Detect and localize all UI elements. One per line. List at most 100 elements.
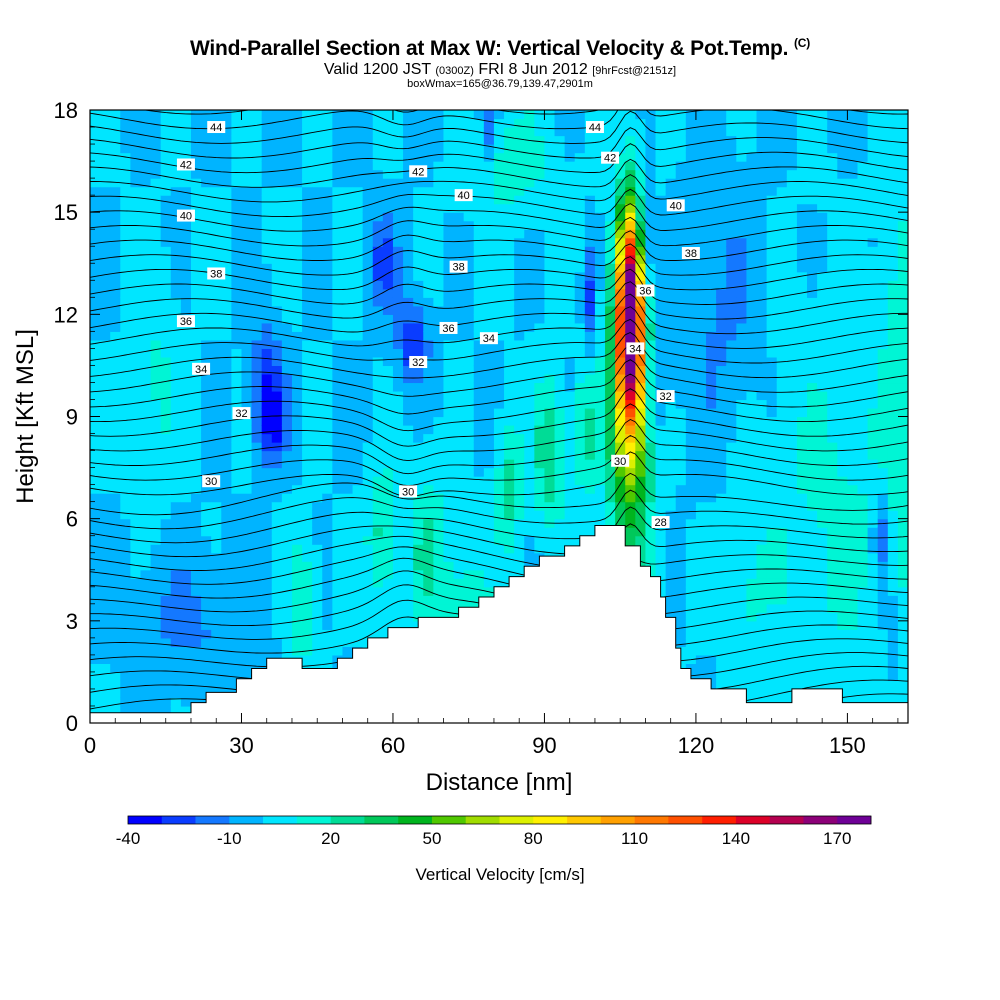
theta-contour-label: 44 [585, 121, 604, 134]
theta-contour-line [90, 535, 908, 571]
theta-contour-label: 30 [399, 485, 418, 498]
colorbar-swatch [668, 816, 703, 824]
theta-contour-label: 34 [479, 332, 498, 345]
theta-contour-line [90, 306, 908, 349]
colorbar-tick-label: -40 [116, 829, 141, 848]
theta-contour-label: 30 [611, 454, 630, 468]
theta-contour-line [90, 489, 908, 530]
theta-contour-label: 42 [601, 151, 620, 165]
colorbar-swatch [600, 816, 635, 824]
theta-contour-line [90, 472, 908, 516]
theta-contour-line [90, 293, 908, 335]
theta-contour-label: 38 [681, 247, 700, 260]
theta-contour-line [90, 243, 908, 276]
y-tick-label: 12 [54, 302, 78, 327]
colorbar-swatch [769, 816, 804, 824]
theta-contour-label: 42 [409, 165, 428, 178]
theta-contour-label: 40 [454, 189, 473, 202]
theta-contour-label: 32 [232, 407, 251, 420]
colorbar-swatch [161, 816, 196, 824]
colorbar-swatch [533, 816, 568, 824]
theta-contour-label: 32 [656, 390, 675, 403]
theta-contours [90, 110, 908, 723]
theta-contour-line [90, 557, 908, 601]
colorbar-swatch [499, 816, 534, 824]
colorbar-swatch [803, 816, 838, 824]
y-tick-label: 9 [66, 405, 78, 430]
theta-contour-label: 40 [666, 199, 685, 212]
theta-contour-label: 38 [207, 267, 226, 280]
theta-contour-label: 36 [176, 315, 195, 328]
colorbar-swatch [567, 816, 602, 824]
theta-contour-line [90, 418, 908, 475]
colorbar-swatch [634, 816, 669, 824]
colorbar-swatch [296, 816, 331, 824]
colorbar-tick-label: 50 [422, 829, 441, 848]
theta-contour-line [90, 434, 908, 487]
theta-contour-line [90, 345, 908, 397]
colorbar-swatch [398, 816, 433, 824]
y-axis-label: Height [Kft MSL] [12, 329, 39, 504]
colorbar-tick-label: 140 [722, 829, 750, 848]
chart-title: Wind-Parallel Section at Max W: Vertical… [189, 36, 811, 60]
colorbar-swatch [431, 816, 467, 824]
chart-subtitle: Valid 1200 JST (0300Z) FRI 8 Jun 2012 [9… [323, 61, 677, 78]
colorbar-swatch [263, 816, 298, 824]
y-tick-label: 0 [66, 711, 78, 736]
theta-contour-line [90, 127, 908, 159]
theta-contour-line [90, 143, 908, 174]
theta-contour-line [90, 403, 908, 462]
theta-contour-line [90, 506, 908, 544]
theta-contour-label: 36 [636, 284, 655, 297]
colorbar-tick-label: 110 [621, 829, 648, 848]
colorbar-swatch [330, 816, 365, 824]
x-tick-label: 90 [532, 733, 556, 758]
theta-contour-label: 38 [449, 260, 468, 274]
theta-contour-line [90, 388, 908, 447]
theta-contour-line [90, 373, 908, 432]
theta-contour-line [90, 158, 908, 188]
theta-contour-label: 32 [409, 356, 428, 369]
colorbar-tick-label: 80 [524, 829, 543, 848]
theta-contour-line [142, 110, 908, 115]
colorbar-tick-label: 170 [823, 829, 851, 848]
x-axis-label: Distance [nm] [426, 769, 573, 796]
y-tick-label: 3 [66, 609, 78, 634]
colorbar-swatch [195, 816, 230, 824]
theta-contour-line [90, 546, 908, 586]
theta-contour-label: 36 [439, 321, 458, 335]
theta-contour-line [90, 203, 908, 232]
y-tick-label: 15 [54, 200, 78, 225]
colorbar-frame [127, 815, 872, 825]
theta-contour-line [90, 281, 908, 320]
colorbar-swatch [128, 816, 163, 824]
colorbar-tick-label: 20 [321, 829, 340, 848]
colorbar-title: Vertical Velocity [cm/s] [415, 865, 584, 884]
chart-box-info: boxWmax=165@36.79,139.47,2901m [407, 78, 593, 90]
y-tick-label: 6 [66, 507, 78, 532]
theta-contour-line [90, 318, 908, 364]
x-tick-label: 0 [84, 733, 96, 758]
theta-contour-line [90, 110, 908, 144]
x-tick-label: 60 [381, 733, 405, 758]
theta-contour-line [90, 523, 908, 558]
theta-contour-label: 42 [176, 158, 195, 171]
colorbar-swatch [364, 816, 399, 824]
colorbar-swatch [702, 816, 737, 824]
theta-contour-line [90, 268, 908, 305]
colorbar-swatch [465, 816, 500, 824]
theta-contour-line [90, 174, 908, 203]
colorbar-swatch [229, 816, 264, 824]
colorbar-swatch [735, 816, 770, 824]
theta-contour-label: 44 [207, 121, 226, 134]
x-tick-label: 120 [678, 733, 715, 758]
theta-contour-line [90, 331, 908, 379]
theta-contour-line [90, 451, 908, 497]
colorbar-swatch [837, 816, 872, 824]
theta-contour-label: 40 [176, 209, 195, 223]
theta-contour-line [90, 188, 908, 218]
terrain [89, 525, 909, 724]
colorbar-tick-label: -10 [217, 829, 242, 848]
theta-contour-line [90, 359, 908, 415]
